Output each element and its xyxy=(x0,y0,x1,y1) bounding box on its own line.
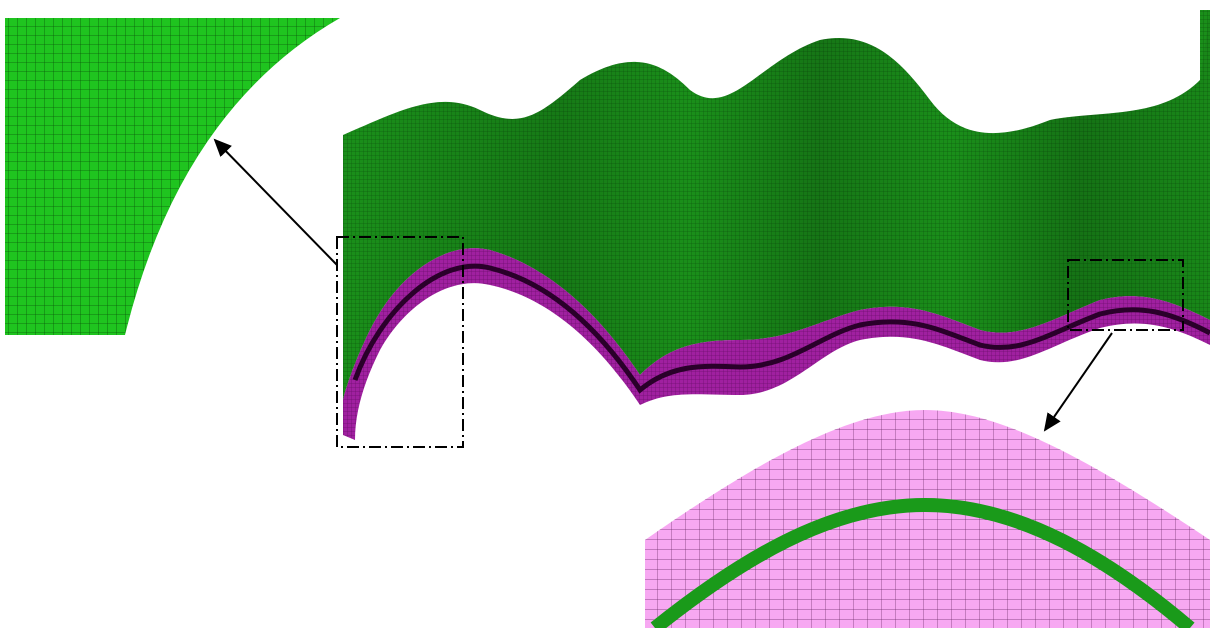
page xyxy=(0,0,1210,628)
mesh-figure xyxy=(0,0,1210,628)
arrow xyxy=(1045,333,1112,430)
arrow xyxy=(215,140,337,265)
inset-left xyxy=(5,18,340,335)
inset-right xyxy=(645,410,1210,628)
